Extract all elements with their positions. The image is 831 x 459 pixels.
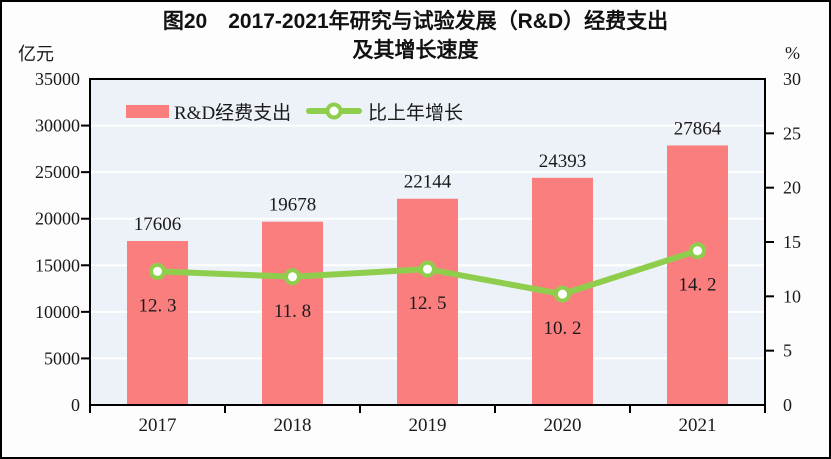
growth-value-label-2021: 14. 2 <box>679 275 717 296</box>
bar-value-label-2021: 27864 <box>674 118 722 139</box>
growth-value-label-2019: 12. 5 <box>409 293 447 314</box>
line-marker-2017 <box>149 262 166 280</box>
line-marker-2018 <box>284 268 301 286</box>
bar-value-label-2018: 19678 <box>269 195 317 216</box>
right-axis-tick-label: 20 <box>783 178 801 198</box>
line-marker-2020 <box>554 285 571 303</box>
left-axis-tick-label: 30000 <box>35 116 80 136</box>
legend-bar-swatch <box>126 105 169 118</box>
right-axis-tick-label: 10 <box>783 286 801 306</box>
growth-value-label-2020: 10. 2 <box>544 318 582 339</box>
left-axis-tick-label: 20000 <box>35 209 80 229</box>
left-axis-tick-label: 5000 <box>44 348 80 368</box>
bar-2019 <box>397 198 458 405</box>
right-axis-tick-label: 30 <box>783 69 801 89</box>
left-axis-tick-label: 15000 <box>35 255 80 275</box>
x-axis-label-2019: 2019 <box>409 415 447 436</box>
left-axis-tick-label: 35000 <box>35 69 80 89</box>
x-axis-label-2017: 2017 <box>139 415 177 436</box>
x-axis-label-2021: 2021 <box>679 415 717 436</box>
right-axis-tick-label: 5 <box>783 341 792 361</box>
growth-value-label-2017: 12. 3 <box>139 295 177 316</box>
bar-2018 <box>262 221 323 405</box>
right-axis-tick-label: 0 <box>783 395 792 415</box>
x-axis-label-2018: 2018 <box>274 415 312 436</box>
bar-2021 <box>667 145 728 405</box>
right-axis-tick-label: 25 <box>783 123 801 143</box>
line-marker-2019 <box>419 260 436 278</box>
line-marker-2021 <box>689 242 706 260</box>
legend-line-marker <box>325 102 343 120</box>
left-axis-tick-label: 25000 <box>35 162 80 182</box>
right-axis-tick-label: 15 <box>783 232 801 252</box>
left-axis-tick-label: 10000 <box>35 302 80 322</box>
growth-value-label-2018: 11. 8 <box>274 301 311 322</box>
chart-title-line2: 及其增长速度 <box>352 39 479 62</box>
x-axis-label-2020: 2020 <box>544 415 582 436</box>
chart-title-line1: 图20 2017-2021年研究与试验发展（R&D）经费支出 <box>162 10 669 33</box>
left-axis-unit-label: 亿元 <box>18 44 54 64</box>
legend-bar-label: R&D经费支出 <box>174 102 291 124</box>
chart-title: 图20 2017-2021年研究与试验发展（R&D）经费支出 及其增长速度 <box>2 7 829 65</box>
right-axis-unit-label: % <box>785 43 800 63</box>
bar-value-label-2019: 22144 <box>404 172 452 193</box>
bar-value-label-2020: 24393 <box>539 151 587 172</box>
bar-value-label-2017: 17606 <box>134 214 182 235</box>
left-axis-tick-label: 0 <box>71 395 80 415</box>
legend-line-label: 比上年增长 <box>368 102 463 124</box>
